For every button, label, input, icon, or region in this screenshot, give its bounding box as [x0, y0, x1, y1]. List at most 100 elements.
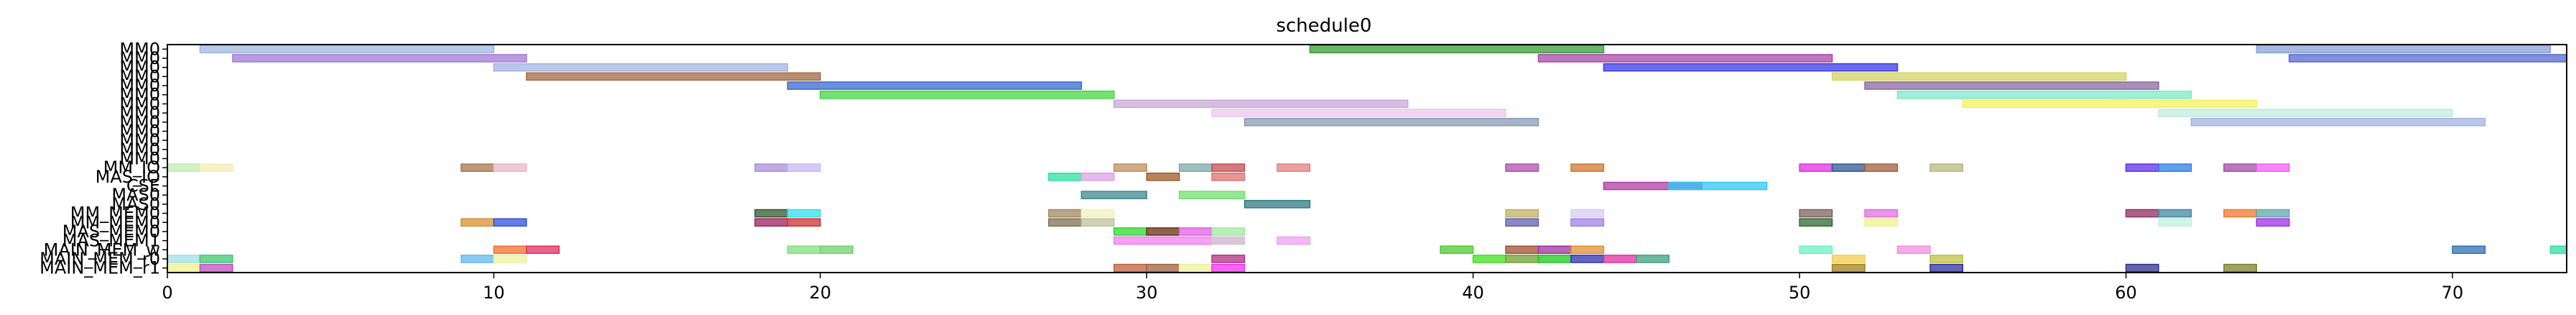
x-tick-label: 30: [1136, 283, 1158, 303]
task-bar: [1048, 173, 1083, 181]
task-bar: [1831, 255, 1866, 263]
task-bar: [1864, 163, 1899, 172]
task-bar: [1831, 263, 1866, 273]
task-bar: [526, 245, 560, 255]
y-tick-label: MM0: [119, 122, 160, 142]
y-tick-label: MM_IO: [103, 158, 160, 178]
chart-title: schedule0: [1276, 15, 1371, 37]
y-tick-label: MM0: [119, 130, 160, 150]
y-tick-label: MAS_MEM1: [62, 231, 160, 251]
task-bar: [1113, 99, 1409, 109]
y-tick-label: MM0: [119, 85, 160, 105]
task-bar: [1211, 163, 1246, 172]
task-bar: [493, 163, 527, 172]
task-bar: [1505, 245, 1539, 255]
task-bar: [1570, 209, 1605, 218]
task-bar: [167, 255, 201, 263]
task-bar: [1211, 236, 1246, 245]
task-bar: [1505, 163, 1539, 172]
task-bar: [820, 90, 1115, 99]
y-tick-label: MAS_IO: [96, 167, 160, 187]
task-bar: [1080, 173, 1115, 181]
task-bar: [1537, 54, 1833, 63]
task-bar: [1178, 191, 1246, 199]
task-bar: [1799, 209, 1833, 218]
task-bar: [2158, 218, 2192, 227]
task-bar: [1799, 218, 1833, 227]
task-bar: [2549, 245, 2567, 255]
task-bar: [1080, 191, 1148, 199]
task-bar: [1277, 163, 1311, 172]
task-bar: [232, 54, 527, 63]
task-bar: [1603, 255, 1637, 263]
task-bar: [526, 72, 821, 81]
y-tick-label: MM0: [119, 103, 160, 123]
task-bar: [2223, 209, 2258, 218]
task-bar: [787, 245, 821, 255]
y-tick-label: MM0: [119, 140, 160, 160]
task-bar: [460, 255, 495, 263]
x-axis: 0 10 20 30 40 50 60 70: [162, 273, 2463, 303]
task-bar: [1505, 218, 1539, 227]
task-bar: [2158, 163, 2192, 172]
task-bar: [2223, 163, 2258, 172]
task-bar: [1243, 200, 1311, 209]
y-tick-label: MM0: [119, 93, 160, 114]
task-bar: [2256, 45, 2552, 54]
task-bar: [1864, 81, 2159, 90]
x-tick-label: 0: [162, 283, 172, 303]
task-bar: [754, 209, 789, 218]
y-tick-label: CSE: [126, 176, 160, 196]
y-tick-label: MM0: [119, 58, 160, 78]
task-bar: [1929, 163, 1964, 172]
x-tick-label: 60: [2115, 283, 2137, 303]
task-bar: [1864, 218, 1899, 227]
task-bar: [1277, 236, 1311, 245]
task-bar: [787, 163, 821, 172]
task-bar: [787, 218, 821, 227]
task-bar: [1962, 99, 2258, 109]
task-bar: [820, 245, 853, 255]
task-bar: [1048, 209, 1083, 218]
task-bar: [754, 218, 789, 227]
task-bar: [2452, 245, 2486, 255]
y-tick-label: MAS0: [111, 194, 160, 214]
task-bar: [1505, 255, 1539, 263]
y-tick-label: MM_MEM0: [70, 204, 160, 224]
task-bar: [1636, 255, 1670, 263]
task-bar: [1211, 109, 1506, 117]
task-bar: [493, 63, 789, 72]
y-axis: MM0MM0MM0MM0MM0MM0MM0MM0MM0MM0MM0MM0MM0M…: [40, 39, 167, 278]
bars-group: [167, 45, 2567, 273]
task-bar: [1211, 263, 1246, 273]
task-bar: [1896, 245, 1931, 255]
task-bar: [1831, 72, 2127, 81]
task-bar: [1211, 173, 1246, 181]
task-bar: [754, 163, 789, 172]
task-bar: [2158, 209, 2192, 218]
task-bar: [167, 263, 201, 273]
task-bar: [1113, 227, 1147, 236]
task-bar: [167, 163, 201, 172]
task-bar: [2125, 209, 2159, 218]
task-bar: [1929, 263, 1964, 273]
task-bar: [1864, 209, 1899, 218]
task-bar: [1211, 255, 1246, 263]
task-bar: [1048, 218, 1083, 227]
task-bar: [1570, 163, 1605, 172]
task-bar: [199, 45, 495, 54]
task-bar: [2223, 263, 2258, 273]
task-bar: [1505, 209, 1539, 218]
task-bar: [1668, 181, 1768, 191]
task-bar: [1570, 245, 1605, 255]
task-bar: [1799, 163, 1833, 172]
task-bar: [1113, 163, 1147, 172]
y-tick-label: MAIN_MEM_w: [44, 239, 160, 260]
task-bar: [1113, 263, 1147, 273]
task-bar: [2288, 54, 2567, 63]
y-tick-label: MM0: [119, 48, 160, 68]
task-bar: [1896, 90, 2192, 99]
task-bar: [2125, 163, 2159, 172]
y-tick-label: MM0: [119, 112, 160, 132]
